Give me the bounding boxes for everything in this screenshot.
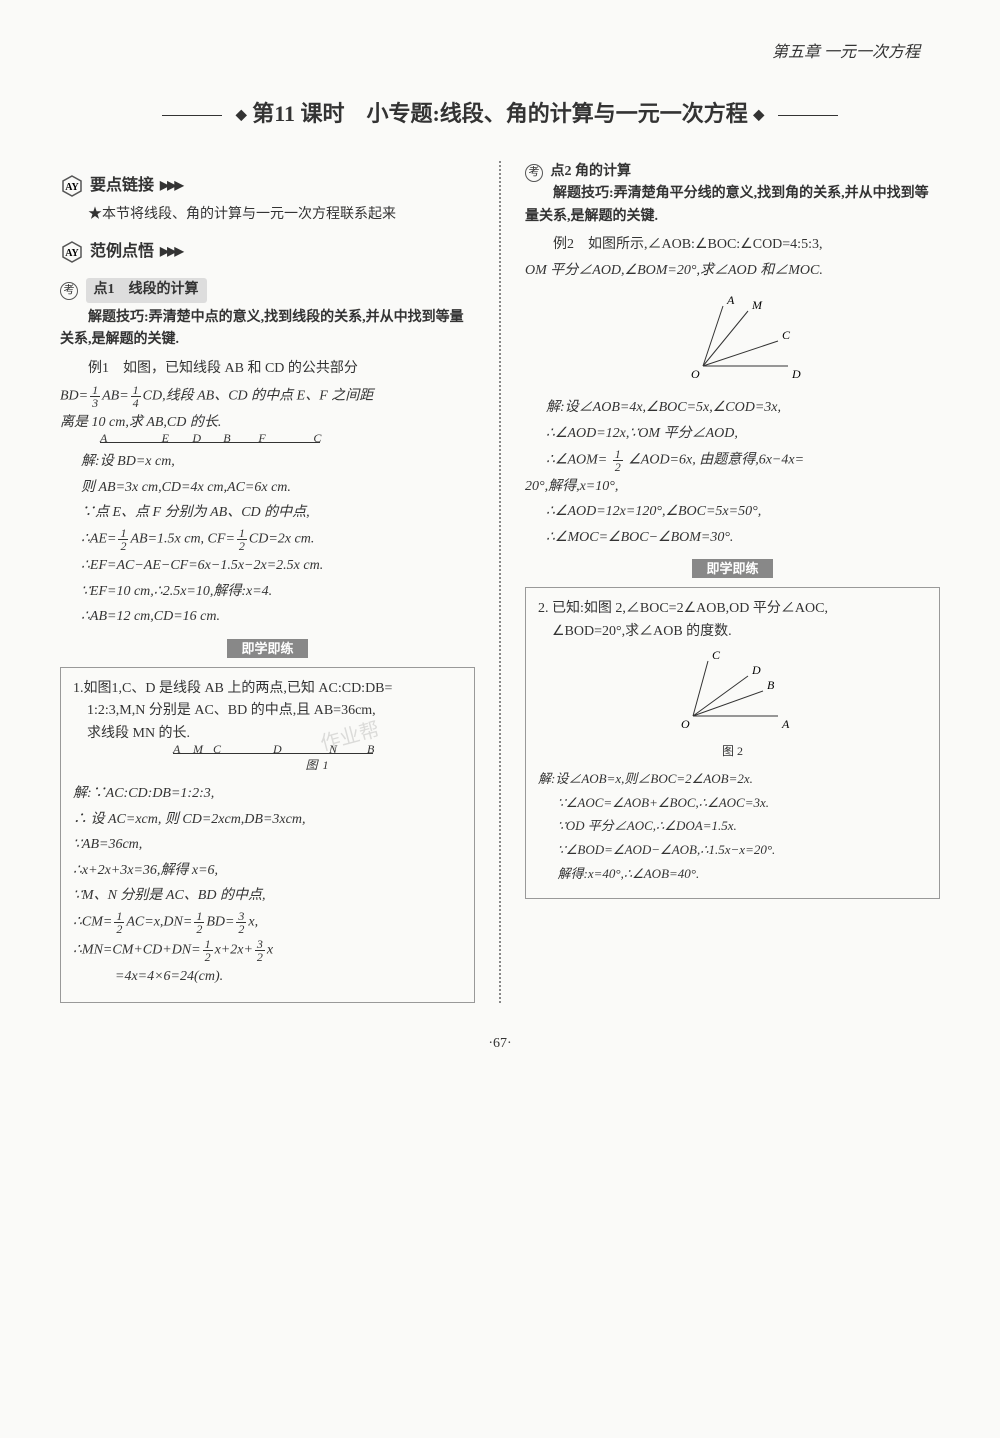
ex2-l2: OM 平分∠AOD,∠BOM=20°,求∠AOD 和∠MOC. — [525, 260, 940, 282]
badge-icon: 考 — [525, 164, 543, 182]
p2-s3: ∵OD 平分∠AOC,∴∠DOA=1.5x. — [538, 816, 927, 837]
badge-icon: 考 — [60, 282, 78, 300]
triangle-icon: ▶▶▶ — [160, 242, 182, 261]
sol1-l3: ∵点 E、点 F 分别为 AB、CD 的中点, — [60, 502, 475, 524]
p2-q1: 2. 已知:如图 2,∠BOC=2∠AOB,OD 平分∠AOC, — [538, 598, 927, 620]
p2-q2: ∠BOD=20°,求∠AOB 的度数. — [538, 621, 927, 643]
svg-text:A: A — [781, 717, 790, 731]
sol1-l5: ∴EF=AC−AE−CF=6x−1.5x−2x=2.5x cm. — [60, 555, 475, 577]
sol1-l2: 则 AB=3x cm,CD=4x cm,AC=6x cm. — [60, 477, 475, 499]
section-fanli: AY 范例点悟 ▶▶▶ — [60, 239, 475, 265]
svg-text:AY: AY — [65, 182, 79, 193]
p1-q1: 1.如图1,C、D 是线段 AB 上的两点,已知 AC:CD:DB= — [73, 678, 462, 700]
p1-s6: ∴CM=12AC=x,DN=12BD=32x, — [73, 910, 462, 935]
p1-q3: 求线段 MN 的长. — [73, 723, 462, 745]
sol1-l6: ∵EF=10 cm,∴2.5x=10,解得:x=4. — [60, 581, 475, 603]
angle-figure-p2: C DB A O 图 2 — [538, 651, 927, 761]
practice-badge: 即学即练 — [60, 639, 475, 661]
column-divider — [499, 161, 501, 1003]
practice-box-2: 2. 已知:如图 2,∠BOC=2∠AOB,OD 平分∠AOC, ∠BOD=20… — [525, 587, 940, 898]
p2-s1: 解:设∠AOB=x,则∠BOC=2∠AOB=2x. — [538, 769, 927, 790]
practice-box-1: 1.如图1,C、D 是线段 AB 上的两点,已知 AC:CD:DB= 1:2:3… — [60, 667, 475, 1003]
p2-s2: ∵∠AOC=∠AOB+∠BOC,∴∠AOC=3x. — [538, 793, 927, 814]
hex-icon: AY — [60, 240, 84, 264]
svg-text:C: C — [782, 328, 791, 342]
sol1-l7: ∴AB=12 cm,CD=16 cm. — [60, 606, 475, 628]
triangle-icon: ▶▶▶ — [160, 176, 182, 195]
section-fanli-label: 范例点悟 — [90, 239, 154, 265]
p1-s2: ∴ 设 AC=xcm, 则 CD=2xcm,DB=3xcm, — [73, 809, 462, 831]
ex2-l1: 例2 如图所示,∠AOB:∠BOC:∠COD=4:5:3, — [525, 234, 940, 256]
kaodian1-label: 点1 线段的计算 — [86, 278, 207, 302]
ex1-line2: BD=13AB=14CD,线段 AB、CD 的中点 E、F 之间距 — [60, 384, 475, 409]
svg-text:A: A — [726, 293, 735, 307]
fig2-caption: 图 2 — [538, 742, 927, 761]
svg-text:C: C — [712, 651, 721, 662]
page-number: ·67· — [60, 1033, 940, 1055]
yaodian-body: ★本节将线段、角的计算与一元一次方程联系起来 — [60, 204, 475, 226]
svg-text:O: O — [691, 367, 700, 381]
section-yaodian-label: 要点链接 — [90, 173, 154, 199]
p2-s4: ∵∠BOD=∠AOD−∠AOB,∴1.5x−x=20°. — [538, 840, 927, 861]
ex1-intro: 例1 如图，已知线段 AB 和 CD 的公共部分 — [60, 358, 475, 380]
angle-figure-ex2: A M C D O — [525, 291, 940, 389]
svg-text:D: D — [751, 663, 761, 677]
p1-s4: ∴x+2x+3x=36,解得 x=6, — [73, 860, 462, 882]
p1-s8: =4x=4×6=24(cm). — [73, 966, 462, 988]
two-column-layout: AY 要点链接 ▶▶▶ ★本节将线段、角的计算与一元一次方程联系起来 AY 范例… — [60, 161, 940, 1003]
tip1: 解题技巧:弄清楚中点的意义,找到线段的关系,并从中找到等量关系,是解题的关键. — [60, 307, 475, 352]
practice-badge: 即学即练 — [525, 559, 940, 581]
lesson-title: ◆ 第11 课时 小专题:线段、角的计算与一元一次方程 ◆ — [60, 96, 940, 131]
tip2: 解题技巧:弄清楚角平分线的意义,找到角的关系,并从中找到等量关系,是解题的关键. — [525, 183, 940, 228]
sol2-l4: 20°,解得,x=10°, — [525, 476, 940, 498]
kaodian2-label: 点2 角的计算 — [551, 164, 632, 179]
right-column: 考 点2 角的计算 解题技巧:弄清楚角平分线的意义,找到角的关系,并从中找到等量… — [525, 161, 940, 1003]
sol1-l4: ∴AE=12AB=1.5x cm, CF=12CD=2x cm. — [60, 527, 475, 552]
sol2-l3: ∴∠AOM= 12 ∠AOD=6x, 由题意得,6x−4x= — [525, 448, 940, 473]
svg-text:M: M — [751, 298, 763, 312]
left-column: AY 要点链接 ▶▶▶ ★本节将线段、角的计算与一元一次方程联系起来 AY 范例… — [60, 161, 475, 1003]
sol2-l5: ∴∠AOD=12x=120°,∠BOC=5x=50°, — [525, 501, 940, 523]
sol2-l2: ∴∠AOD=12x,∵OM 平分∠AOD, — [525, 423, 940, 445]
section-yaodian: AY 要点链接 ▶▶▶ — [60, 173, 475, 199]
diamond-right-icon: ◆ — [753, 107, 764, 122]
p1-s3: ∵AB=36cm, — [73, 834, 462, 856]
sol1-l1: 解:设 BD=x cm, — [60, 451, 475, 473]
sol2-l6: ∴∠MOC=∠BOC−∠BOM=30°. — [525, 527, 940, 549]
sol2-l1: 解:设∠AOB=4x,∠BOC=5x,∠COD=3x, — [525, 397, 940, 419]
p1-s5: ∵M、N 分别是 AC、BD 的中点, — [73, 885, 462, 907]
p2-s5: 解得:x=40°,∴∠AOB=40°. — [538, 864, 927, 885]
hex-icon: AY — [60, 174, 84, 198]
lesson-title-text: 第11 课时 小专题:线段、角的计算与一元一次方程 — [252, 101, 748, 126]
svg-text:AY: AY — [65, 248, 79, 259]
ex1-line3: 离是 10 cm,求 AB,CD 的长. — [60, 412, 475, 434]
segment-diagram-1: A E D B F C — [100, 442, 475, 443]
kaodian2: 考 点2 角的计算 — [525, 161, 940, 183]
kaodian1: 考 点1 线段的计算 — [60, 270, 475, 306]
segment-diagram-2: A M C D N B 图 1 — [173, 753, 462, 775]
p1-q2: 1:2:3,M,N 分别是 AC、BD 的中点,且 AB=36cm, — [73, 700, 462, 722]
p1-s7: ∴MN=CM+CD+DN=12x+2x+32x — [73, 938, 462, 963]
svg-text:B: B — [767, 678, 775, 692]
chapter-header: 第五章 一元一次方程 — [60, 40, 940, 66]
svg-text:D: D — [791, 367, 801, 381]
diamond-left-icon: ◆ — [236, 107, 247, 122]
svg-text:O: O — [681, 717, 690, 731]
p1-s1: 解:∵AC:CD:DB=1:2:3, — [73, 783, 462, 805]
